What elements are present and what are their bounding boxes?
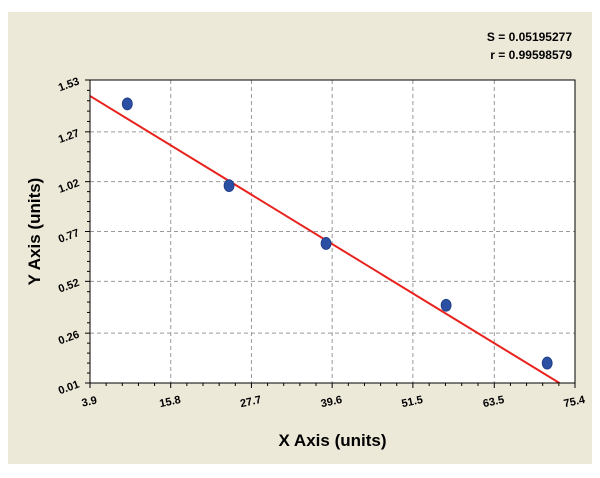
y-tick-label: 1.27 <box>57 127 81 146</box>
y-tick-label: 1.02 <box>57 177 81 196</box>
s-statistic: S = 0.05195277 <box>486 30 572 44</box>
y-tick-label: 0.26 <box>57 329 81 348</box>
y-tick-label: 0.52 <box>57 277 81 296</box>
grid-lines <box>90 80 575 383</box>
x-tick-label: 51.5 <box>401 394 424 410</box>
data-points <box>121 97 553 370</box>
x-tick-label: 75.4 <box>563 394 587 410</box>
x-tick-labels: 3.9 15.8 27.7 39.6 51.5 63.5 75.4 <box>81 394 587 410</box>
data-point <box>121 97 133 111</box>
y-tick-labels: 0.01 0.26 0.52 0.77 1.02 1.27 1.53 <box>57 76 81 398</box>
data-point <box>541 356 553 370</box>
r-statistic: r = 0.99598579 <box>490 48 572 62</box>
data-point <box>223 179 235 193</box>
plot-frame <box>89 79 576 384</box>
x-tick-label: 15.8 <box>158 394 181 410</box>
fit-statistics: S = 0.05195277 r = 0.99598579 <box>487 28 572 64</box>
y-axis-title: Y Axis (units) <box>25 178 44 286</box>
x-axis-title: X Axis (units) <box>279 431 387 450</box>
y-tick-label: 1.53 <box>57 76 81 95</box>
x-tick-label: 63.5 <box>482 394 505 410</box>
x-tick-label: 27.7 <box>239 394 262 410</box>
x-tick-label: 39.6 <box>320 394 343 410</box>
data-point <box>440 298 452 312</box>
data-point <box>320 237 332 250</box>
y-tick-label: 0.01 <box>57 379 81 398</box>
x-tick-label: 3.9 <box>81 395 98 410</box>
y-tick-label: 0.77 <box>57 227 81 246</box>
